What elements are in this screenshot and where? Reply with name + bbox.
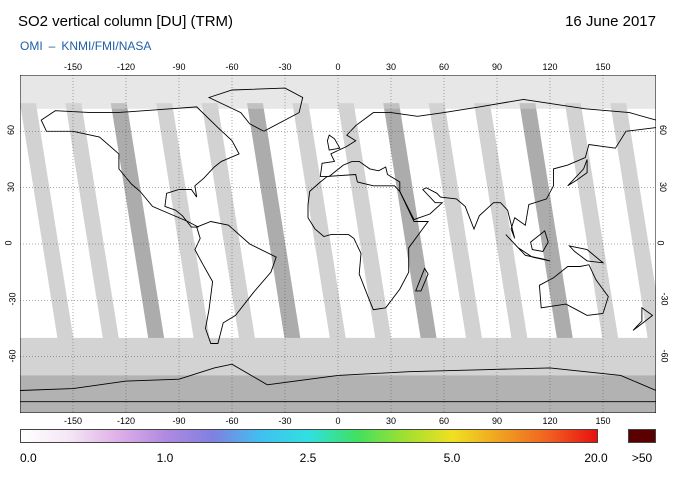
coastline-south-america: [194, 221, 277, 344]
colorbar-label: 2.5: [299, 451, 317, 465]
coastline-new-guinea: [568, 245, 605, 264]
coastline-japan: [567, 159, 588, 187]
lat-tick-left: 60: [6, 125, 17, 136]
coastline-africa: [307, 174, 429, 311]
lon-tick-bottom: -60: [225, 416, 239, 426]
lon-tick-bottom: 60: [438, 416, 450, 426]
credit-agencies: KNMI/FMI/NASA: [61, 39, 152, 53]
swath-stripe: [247, 103, 302, 348]
swath-stripe: [383, 103, 438, 348]
colorbar-label: >50: [631, 451, 653, 465]
lat-tick-left: 30: [6, 181, 17, 192]
lon-tick-bottom: 120: [542, 416, 558, 426]
satellite-swaths: [20, 103, 656, 348]
coastline-australia: [538, 264, 609, 316]
lat-tick-right: 0: [655, 240, 666, 246]
lon-tick-top: 60: [438, 62, 450, 72]
swath-stripe: [519, 103, 575, 348]
swath-stripe: [156, 103, 211, 348]
lat-lon-grid: [20, 75, 656, 413]
lon-tick-bottom: -120: [116, 416, 136, 426]
coastline-greenland: [207, 87, 304, 132]
coastline-antarctica: [20, 363, 656, 403]
lat-tick-left: 0: [3, 240, 14, 246]
swath-stripe: [428, 103, 484, 348]
coastline-north-america: [40, 106, 240, 228]
lat-tick-left: -60: [7, 349, 18, 363]
coastline-new-zealand: [632, 306, 654, 331]
lon-tick-bottom: -90: [172, 416, 186, 426]
swath-stripe: [337, 103, 393, 348]
swath-stripe: [564, 103, 620, 348]
credit-instrument: OMI: [20, 39, 43, 53]
colorbar-label: 20.0: [584, 451, 608, 465]
lon-tick-top: -30: [278, 62, 292, 72]
lon-tick-bottom: 30: [385, 416, 397, 426]
lon-tick-top: -90: [172, 62, 186, 72]
lat-tick-right: -60: [659, 349, 670, 363]
coastline-eurasia: [319, 98, 656, 239]
lon-tick-top: -120: [116, 62, 136, 72]
colorbar: [20, 429, 598, 443]
world-map: [20, 75, 656, 413]
lat-tick-left: -30: [7, 292, 18, 306]
lon-tick-top: -150: [63, 62, 83, 72]
swath-stripe: [110, 103, 166, 348]
lon-tick-top: 90: [491, 62, 503, 72]
lon-tick-top: 120: [542, 62, 558, 72]
colorbar-label: 0.0: [20, 451, 37, 465]
swath-stripe: [65, 103, 121, 348]
swath-stripe: [292, 103, 348, 348]
lon-tick-top: -60: [225, 62, 239, 72]
colorbar-label: 5.0: [443, 451, 461, 465]
credit-separator: –: [48, 39, 56, 53]
swath-stripe: [20, 103, 75, 348]
coastline-uk: [326, 134, 341, 151]
map-canvas: [20, 75, 656, 413]
lon-tick-bottom: 150: [595, 416, 611, 426]
lon-tick-bottom: -30: [278, 416, 292, 426]
lon-tick-bottom: 0: [335, 416, 341, 426]
arctic-no-data: [20, 75, 656, 109]
lat-tick-right: -30: [659, 292, 670, 306]
coastline-borneo: [530, 230, 549, 252]
map-date: 16 June 2017: [565, 13, 656, 30]
lon-tick-top: 150: [595, 62, 611, 72]
lon-tick-top: 0: [335, 62, 341, 72]
swath-stripe: [610, 103, 656, 348]
lon-tick-bottom: 90: [491, 416, 503, 426]
land-outlines: [20, 87, 656, 403]
lat-tick-right: 60: [658, 125, 669, 136]
map-title: SO2 vertical column [DU] (TRM): [18, 13, 234, 30]
colorbar-label: 1.0: [156, 451, 174, 465]
lon-tick-bottom: -150: [63, 416, 83, 426]
lon-tick-top: 30: [385, 62, 397, 72]
coastline-madagascar: [415, 267, 429, 292]
credit-line: OMI – KNMI/FMI/NASA: [20, 39, 151, 53]
swath-stripe: [474, 103, 529, 348]
colorbar-overflow-box: [628, 429, 656, 443]
coastline-indonesia: [505, 234, 551, 262]
lat-tick-right: 30: [658, 181, 669, 192]
